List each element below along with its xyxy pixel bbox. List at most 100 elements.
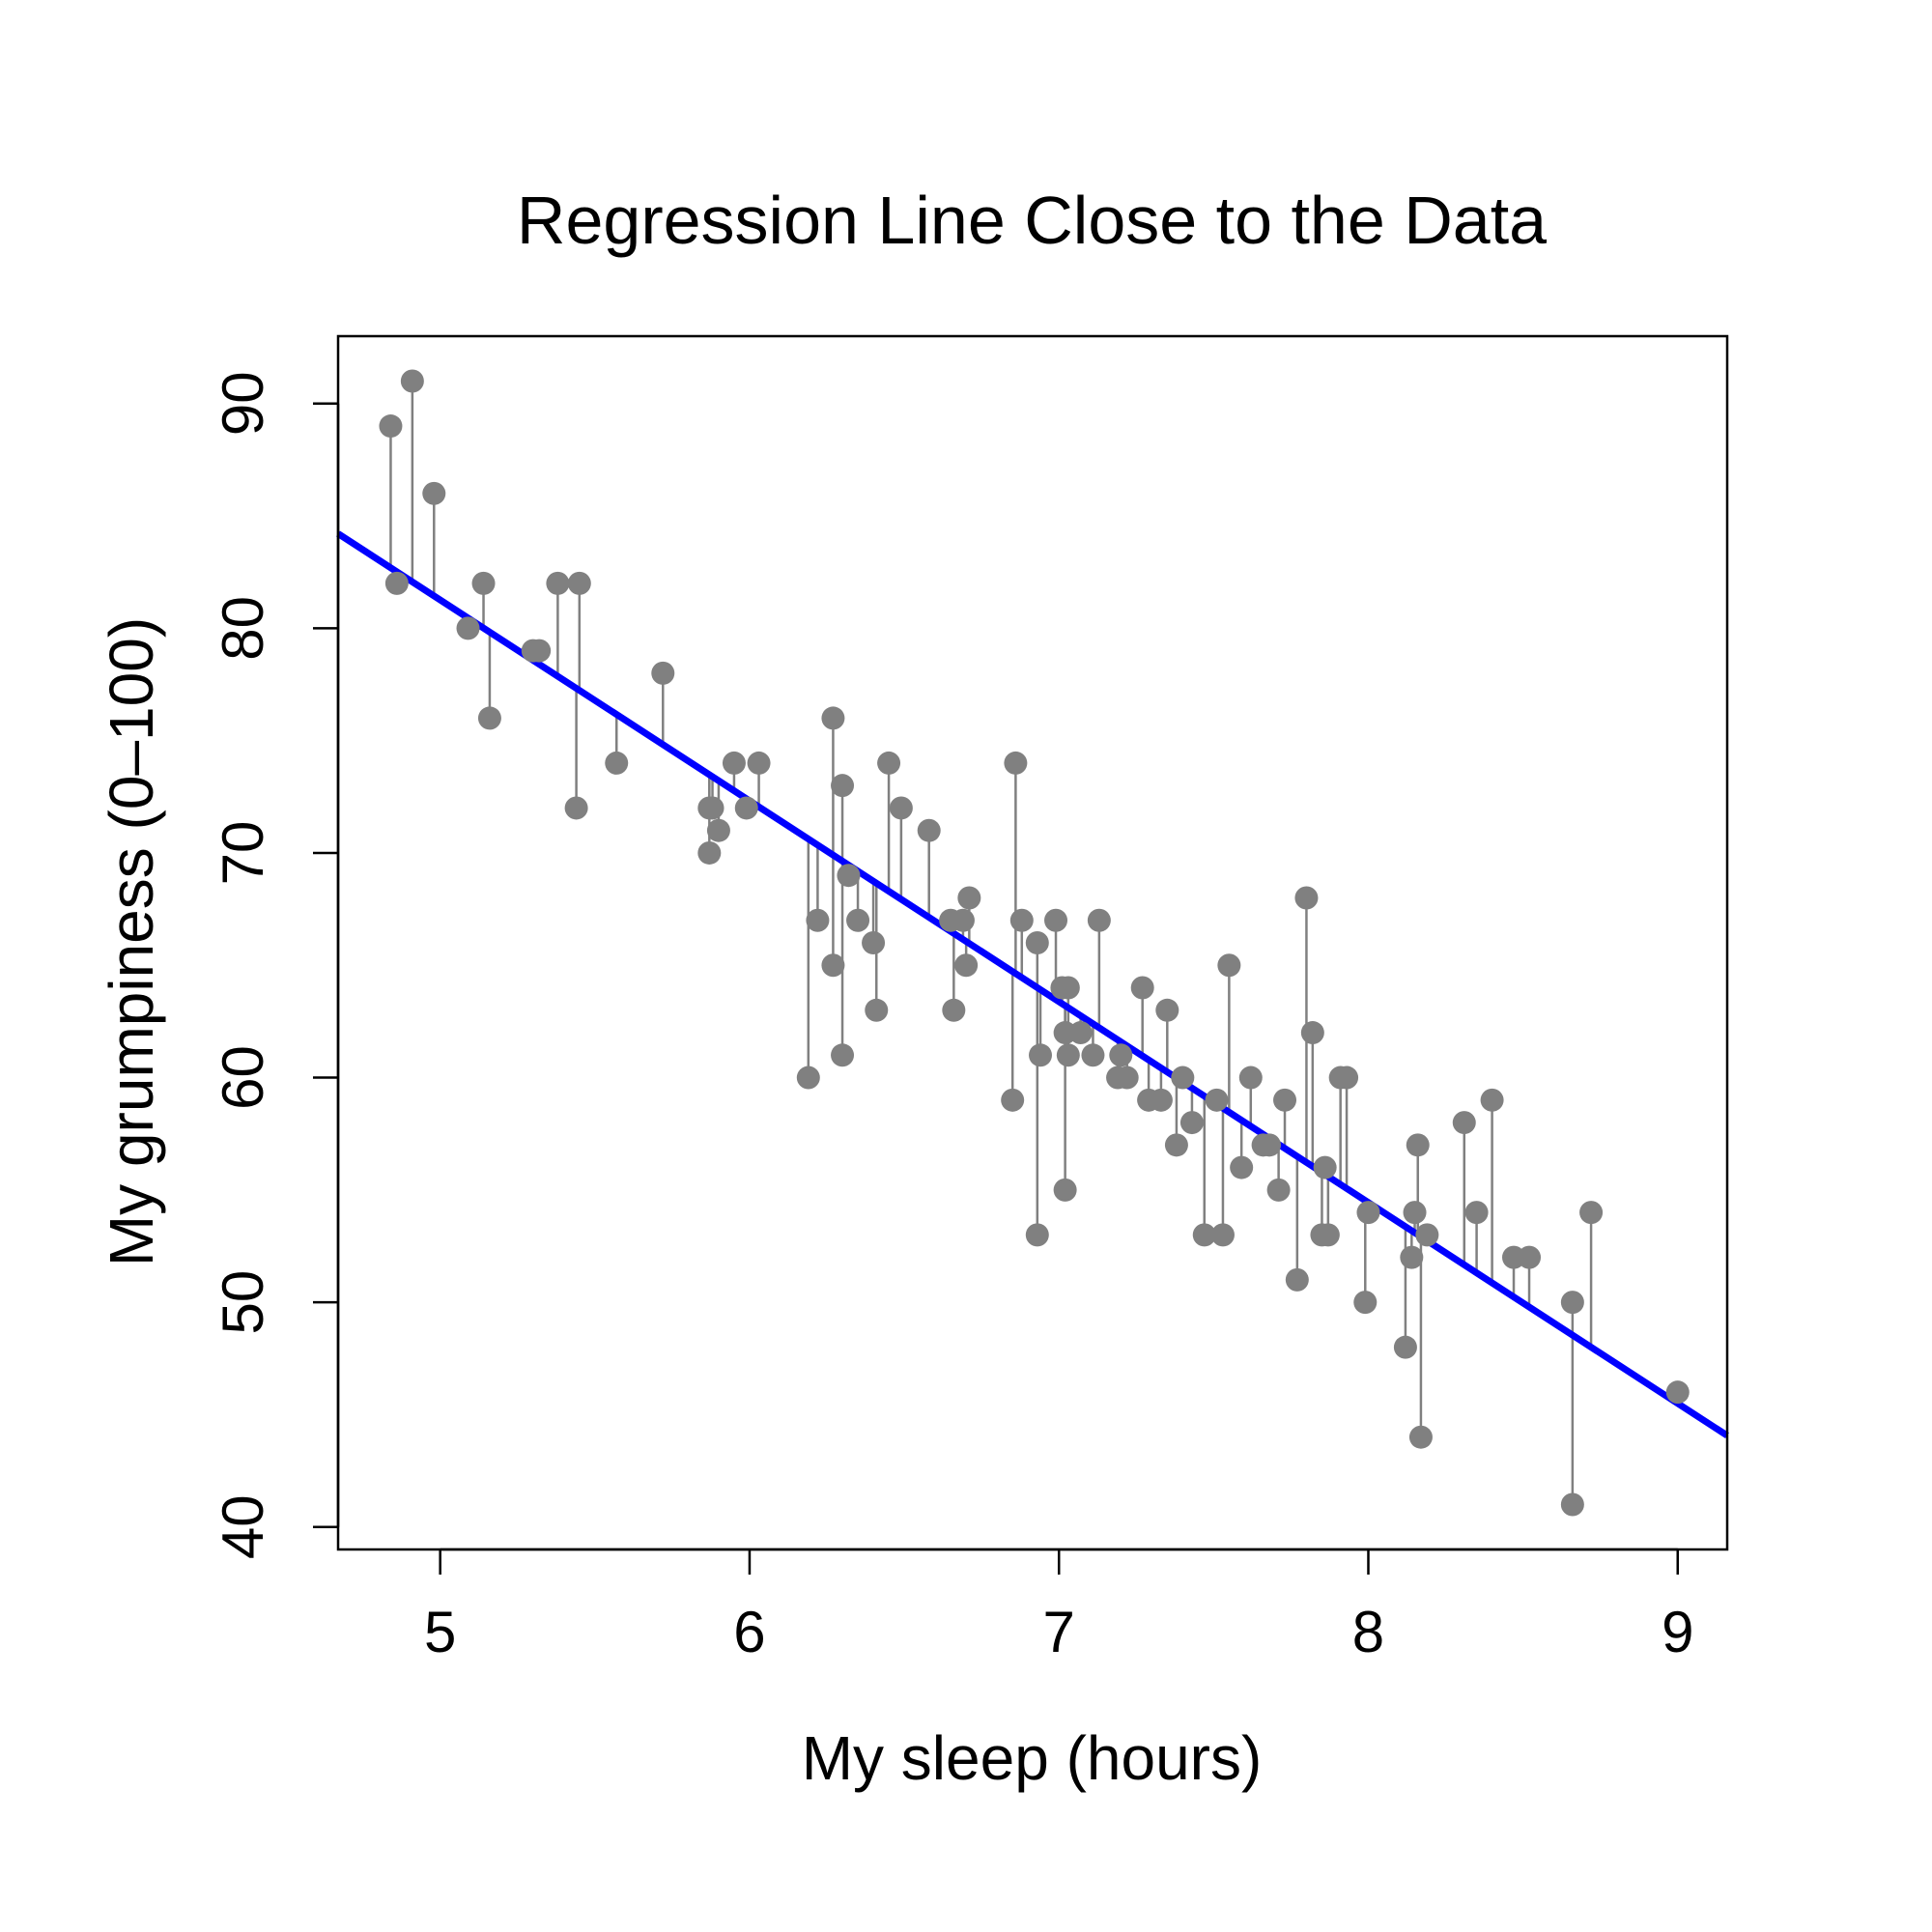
data-point [821,953,845,978]
data-point [564,796,588,820]
data-point [1480,1088,1504,1112]
data-point [700,796,724,820]
data-point [889,796,913,820]
y-tick-label: 80 [211,596,275,661]
y-tick-label: 60 [211,1045,275,1110]
data-point [1579,1201,1604,1225]
data-point [865,998,889,1022]
data-point [567,571,591,595]
data-point [1464,1201,1489,1225]
y-tick-label: 50 [211,1270,275,1335]
data-point [917,818,941,842]
data-point [706,818,730,842]
data-point [697,840,722,865]
data-point [1335,1065,1359,1090]
data-point [1560,1492,1584,1517]
data-point [1316,1223,1340,1247]
data-point [1081,1043,1105,1067]
data-point [1087,908,1111,932]
data-point [1518,1245,1542,1269]
data-point [1285,1267,1309,1292]
data-point [831,1043,855,1067]
data-point [1171,1065,1195,1090]
data-point [1258,1133,1282,1157]
data-point [605,751,629,775]
data-point [1009,908,1034,932]
data-point [1044,908,1068,932]
data-point [1313,1155,1337,1179]
data-point [1406,1133,1430,1157]
data-point [527,639,552,663]
data-point [1205,1088,1229,1112]
data-point [1155,998,1179,1022]
data-point [1149,1088,1173,1112]
data-point [1415,1223,1439,1247]
data-point [796,1065,820,1090]
data-point [1353,1291,1378,1315]
data-point [400,369,424,393]
data-point [942,998,966,1022]
data-point [1273,1088,1297,1112]
data-point [1056,976,1080,1000]
data-point [821,706,845,730]
data-point [951,908,975,932]
data-point [456,616,480,640]
data-point [1004,751,1028,775]
data-point [862,931,886,954]
y-axis-label: My grumpiness (0–100) [97,617,166,1266]
y-tick-label: 70 [211,821,275,886]
regression-line-group [336,530,1729,1439]
data-point [1056,1043,1080,1067]
data-point [957,886,981,910]
plot-frame [336,334,1729,1551]
data-point [1356,1201,1380,1225]
data-point [384,571,409,595]
x-tick-label: 7 [1043,1600,1075,1664]
data-point [1210,1223,1235,1247]
data-point [1053,1178,1077,1202]
data-point [1294,886,1319,910]
data-point [1560,1291,1584,1315]
data-point [1029,1043,1053,1067]
data-point [734,796,758,820]
data-point [651,661,675,685]
data-point [1001,1088,1025,1112]
data-point [1068,1021,1093,1045]
data-point [1115,1065,1139,1090]
data-point [1400,1245,1424,1269]
data-point [1300,1021,1324,1045]
data-point [379,414,403,439]
data-point [1408,1425,1433,1449]
data-point [722,751,746,775]
x-tick-label: 5 [424,1600,456,1664]
data-point [877,751,901,775]
data-point [546,571,570,595]
data-point [1164,1133,1188,1157]
data-point [1238,1065,1263,1090]
data-point [954,953,979,978]
data-point [1393,1335,1417,1359]
data-point [747,751,771,775]
data-point [1217,953,1241,978]
data-point [806,908,830,932]
data-point [471,571,496,595]
data-point [1665,1380,1690,1405]
data-point [846,908,870,932]
data-point [477,706,501,730]
x-axis-label: My sleep (hours) [802,1723,1263,1793]
data-point [1179,1111,1204,1135]
y-tick-label: 40 [211,1494,275,1559]
y-tick-label: 90 [211,371,275,436]
x-tick-label: 9 [1662,1600,1693,1664]
x-tick-label: 8 [1352,1600,1384,1664]
data-point [1025,931,1049,954]
data-point [1130,976,1154,1000]
data-point [1452,1111,1476,1135]
data-points [379,369,1690,1517]
data-point [1192,1223,1216,1247]
data-point [1230,1155,1254,1179]
data-point [1403,1201,1427,1225]
chart-title: Regression Line Close to the Data [517,183,1547,258]
regression-line [336,530,1729,1439]
